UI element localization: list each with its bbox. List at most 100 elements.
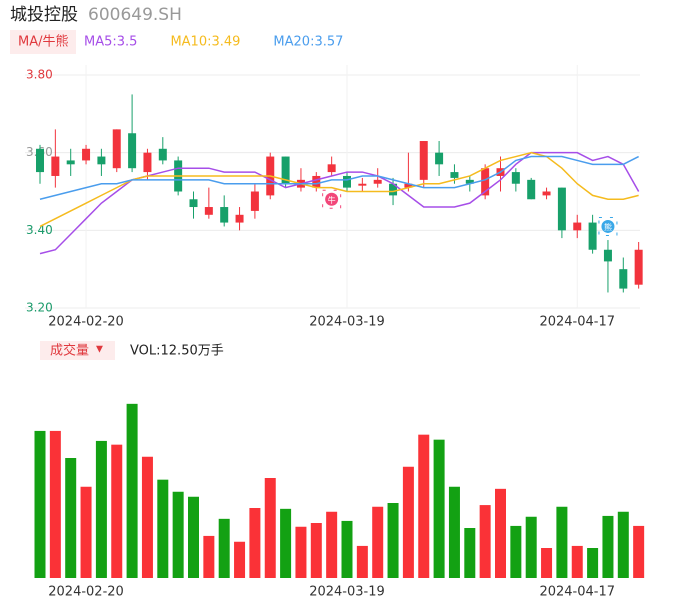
volume-bar [372,506,384,578]
volume-bar [126,403,138,578]
candle-body [220,207,229,223]
volume-bar [464,528,476,578]
candle-body [281,156,290,184]
y-tick-label: 3.40 [26,223,53,237]
volume-bar [95,440,107,578]
volume-legend: VOL:12.50万手 [130,344,224,359]
candle-body [189,199,198,208]
annotation-badge [601,219,615,233]
volume-bar [172,491,184,578]
candle-body [66,160,75,165]
legend-entry: MA20:3.57 [273,35,343,50]
candle-body [112,129,121,169]
volume-bar [310,523,322,578]
volume-bar [188,496,199,578]
annotation-frame [598,216,618,236]
candle-body [435,152,444,165]
volume-bar [249,508,261,578]
candle-body [97,156,106,165]
candle-body [235,214,244,223]
candle-body [327,164,336,173]
volume-button-bg[interactable] [40,341,115,360]
y-tick-label: 3.80 [26,68,53,82]
volume-bar [510,525,522,578]
candle-body [51,156,60,176]
volume-bar [587,548,599,578]
volume-bar [34,430,46,578]
candle-body [588,222,597,250]
volume-bar [80,486,92,578]
volume-bar [602,515,614,578]
candle-body [343,175,351,188]
volume-bar [387,503,399,578]
candle-body [573,222,582,231]
x-tick-label: 2024-02-20 [48,585,124,600]
legend-entry: MA5:3.5 [84,35,137,50]
candle-body [481,168,490,196]
volume-bar [234,541,246,578]
candle-body [250,191,259,211]
candle-body [419,141,428,180]
candle-body [204,207,213,215]
volume-bar [448,486,460,578]
volume-bar [633,525,645,578]
candle-body [82,148,91,161]
volume-bar [571,545,583,578]
volume-bar [341,520,353,578]
x-tick-label: 2024-04-17 [539,585,615,600]
volume-button-arrow[interactable]: ▼ [96,345,103,355]
volume-bar [495,488,506,578]
candle-body [527,179,536,200]
volume-bar [65,458,77,578]
indicator-button-bg[interactable] [10,30,76,54]
candle-body [36,148,44,173]
legend-entry: MA10:3.49 [170,35,240,50]
volume-bar [111,444,123,578]
candle-body [542,191,551,196]
volume-bar [541,548,553,578]
candle-body [373,179,382,184]
ma-line [39,151,639,228]
volume-bar [479,505,491,578]
volume-bar [141,456,153,578]
volume-bar [49,430,61,578]
volume-bar [218,518,230,578]
candle-body [128,133,137,169]
candle-body [465,179,474,184]
candle-body [634,249,643,285]
y-tick-label: 3.20 [26,301,53,315]
volume-bar [617,511,629,578]
candle-body [450,172,459,178]
candle-body [619,269,628,289]
volume-bar [418,434,430,578]
volume-bar [525,516,537,578]
candle-body [603,249,612,262]
volume-bar [556,506,568,578]
x-tick-label: 2024-02-20 [48,315,124,330]
x-tick-label: 2024-04-17 [539,315,615,330]
volume-button[interactable]: 成交量 [50,343,89,359]
indicator-button[interactable]: MA/牛熊 [18,34,69,50]
candle-body [404,183,413,188]
stock-code: 600649.SH [88,5,182,25]
volume-bar [295,526,307,578]
x-tick-label: 2024-03-19 [309,585,385,600]
stock-name: 城投控股 [10,5,78,25]
volume-bar [157,479,169,578]
annotation-text: 牛 [328,195,336,205]
volume-bar [402,466,414,578]
volume-bar [356,545,368,578]
x-tick-label: 2024-03-19 [309,315,385,330]
volume-bar [264,478,276,578]
volume-bar [280,508,292,578]
annotation-frame [322,189,342,209]
candle-body [158,148,167,161]
candle-body [389,183,398,196]
annotation-text: 熊 [604,222,612,232]
candle-body [511,172,520,184]
volume-bar [203,535,215,578]
ma-line [39,155,639,200]
candle-body [557,187,566,231]
candle-body [358,183,367,186]
candle-body [312,175,321,188]
